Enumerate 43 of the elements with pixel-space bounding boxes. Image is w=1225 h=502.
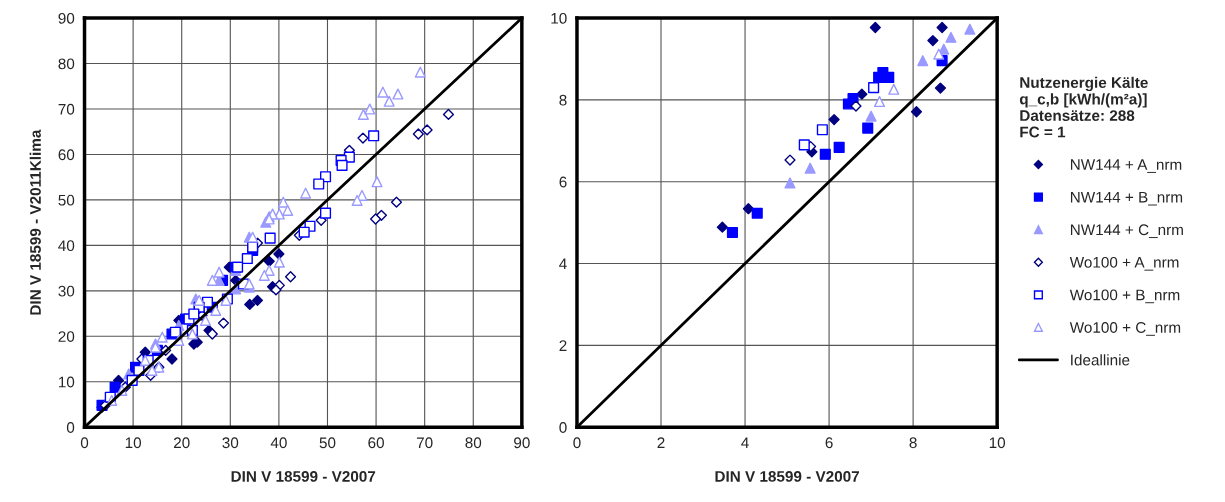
x-tick-label: 40 [270, 437, 287, 449]
y-tick-label: 0 [66, 422, 75, 433]
x-tick-label: 0 [80, 437, 89, 449]
y-tick-label: 40 [58, 240, 75, 252]
legend-title: Nutzenergie Kälte q_c,b [kWh/(m²a)] Datensätze: 288 FC = 1 [1019, 76, 1148, 138]
x-tick-label: 2 [657, 437, 665, 448]
x-tick-label: 10 [125, 437, 142, 449]
y-tick-label: 2 [559, 340, 567, 351]
x-tick-label: 60 [368, 437, 384, 449]
y-axis-title: DIN V 18599 - V2011Klima [29, 129, 41, 315]
x-tick-label: 80 [465, 437, 482, 449]
y-tick-label: 60 [58, 149, 75, 161]
y-tick-label: 4 [559, 258, 567, 270]
y-tick-label: 70 [58, 103, 75, 115]
y-tick-label: 0 [559, 422, 567, 433]
y-tick-label: 80 [58, 58, 75, 70]
legend-label: Wo100 + A_nrm [1069, 256, 1179, 271]
legend-label: Ideallinie [1071, 354, 1130, 366]
x-tick-label: 70 [416, 437, 433, 449]
x-tick-label: 30 [222, 437, 239, 449]
x-tick-label: 90 [514, 437, 530, 449]
legend-label: NW144 + B_nrm [1070, 191, 1183, 206]
x-tick-label: 50 [319, 437, 336, 449]
x-tick-label: 10 [989, 437, 1006, 449]
legend-label: NW144 + A_nrm [1070, 159, 1182, 173]
y-tick-label: 10 [58, 376, 75, 388]
x-axis-title: DIN V 18599 - V2007 [231, 471, 376, 482]
y-tick-label: 20 [58, 331, 75, 342]
y-tick-label: 10 [551, 12, 567, 24]
y-tick-label: 30 [58, 285, 75, 297]
x-tick-label: 0 [573, 437, 581, 449]
x-axis-title: DIN V 18599 - V2007 [715, 471, 860, 482]
legend-label: NW144 + C_nrm [1070, 224, 1183, 239]
x-tick-label: 8 [909, 437, 917, 449]
x-tick-label: 4 [741, 437, 749, 448]
y-tick-label: 50 [58, 194, 75, 206]
legend-label: Wo100 + C_nrm [1069, 322, 1181, 336]
y-tick-label: 6 [559, 176, 567, 188]
y-tick-label: 90 [58, 12, 75, 24]
y-tick-label: 8 [559, 94, 567, 106]
x-tick-label: 6 [825, 437, 833, 449]
legend-label: Wo100 + B_nrm [1069, 289, 1180, 304]
x-tick-label: 20 [173, 437, 190, 449]
